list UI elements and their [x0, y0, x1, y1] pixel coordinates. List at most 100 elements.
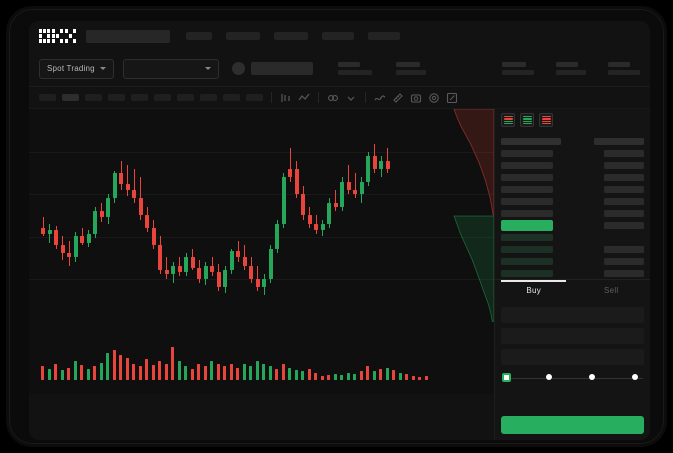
nav-item-5[interactable]: [368, 32, 401, 40]
orderbook-bid-row[interactable]: [501, 231, 644, 243]
timeframe-5[interactable]: [131, 94, 148, 101]
volume-bar: [359, 371, 363, 380]
nav-item-2[interactable]: [226, 32, 261, 40]
ticker-stat-4: [556, 62, 586, 75]
orderbook-both-icon[interactable]: [501, 113, 515, 127]
search-input[interactable]: [86, 29, 171, 43]
volume-bar: [158, 361, 161, 380]
nav-item-4[interactable]: [322, 32, 355, 40]
volume-bar: [398, 372, 402, 380]
volume-bar: [184, 366, 187, 380]
app-screen: Spot Trading: [29, 21, 650, 440]
trendline-icon[interactable]: [374, 92, 386, 104]
orderbook-asks-icon[interactable]: [539, 113, 553, 127]
orderbook-bids-icon[interactable]: [520, 113, 534, 127]
orderbook-ask-row[interactable]: [501, 207, 644, 219]
ticker-stat-5: [608, 62, 640, 75]
volume-bar: [255, 361, 259, 380]
order-amount-field[interactable]: [501, 328, 644, 344]
orderbook[interactable]: [495, 131, 650, 279]
volume-bar: [346, 372, 350, 380]
order-price-field[interactable]: [501, 307, 644, 323]
line-type-icon[interactable]: [298, 92, 310, 104]
orderbook-bid-row[interactable]: [501, 267, 644, 279]
market-type-selector[interactable]: Spot Trading: [39, 58, 114, 79]
timeframe-2[interactable]: [62, 94, 79, 101]
slider-handle[interactable]: [502, 373, 511, 382]
slider-stop-75[interactable]: [631, 374, 638, 380]
volume-bar: [106, 352, 109, 380]
volume-bar: [145, 358, 148, 380]
orderbook-ask-row[interactable]: [501, 195, 644, 207]
orderbook-bid-row[interactable]: [501, 243, 644, 255]
orderbook-ask-row[interactable]: [501, 183, 644, 195]
volume-bar: [333, 373, 337, 380]
chevron-down-icon: [204, 67, 211, 70]
order-form: [495, 301, 650, 440]
nav-item-1[interactable]: [186, 32, 213, 40]
amount-percent-slider[interactable]: [502, 372, 643, 384]
indicators-icon[interactable]: [327, 92, 339, 104]
timeframe-8[interactable]: [200, 94, 217, 101]
orderbook-ask-row[interactable]: [501, 171, 644, 183]
chevron-down-icon: [99, 67, 106, 70]
pair-selector[interactable]: [122, 58, 219, 79]
camera-icon[interactable]: [410, 92, 422, 104]
volume-bar: [73, 361, 77, 380]
orderbook-last-price-row[interactable]: [501, 219, 644, 231]
order-total-field[interactable]: [501, 349, 644, 365]
volume-bar: [320, 376, 324, 380]
toolbar-divider: [318, 92, 319, 103]
volume-bar: [418, 376, 421, 380]
volume-bar: [242, 363, 246, 380]
volume-bar: [301, 371, 304, 380]
volume-bar: [262, 363, 265, 380]
tab-buy[interactable]: Buy: [495, 280, 573, 301]
volume-bar: [203, 366, 207, 380]
volume-bar: [249, 366, 252, 380]
tab-sell[interactable]: Sell: [603, 286, 619, 295]
nav-item-3[interactable]: [274, 32, 309, 40]
volume-bar: [327, 375, 330, 380]
app-header: [29, 21, 650, 51]
okx-logo[interactable]: [39, 29, 77, 43]
timeframe-6[interactable]: [154, 94, 171, 101]
volume-bar: [411, 376, 415, 380]
timeframe-10[interactable]: [246, 94, 263, 101]
candlestick-type-icon[interactable]: [280, 92, 292, 104]
volume-bar: [353, 373, 356, 380]
volume-bar: [307, 368, 311, 380]
timeframe-3[interactable]: [85, 94, 102, 101]
chevron-down-icon[interactable]: [345, 92, 357, 104]
volume-bar: [164, 363, 168, 380]
slider-stop-50[interactable]: [589, 374, 596, 380]
place-buy-order-button[interactable]: [501, 416, 644, 434]
timeframe-4[interactable]: [108, 94, 125, 101]
volume-bar: [93, 366, 96, 380]
volume-bar: [372, 371, 376, 380]
ruler-icon[interactable]: [392, 92, 404, 104]
volume-histogram[interactable]: [29, 322, 494, 394]
volume-bar: [151, 365, 155, 380]
orderbook-bid-row[interactable]: [501, 255, 644, 267]
orderbook-layout-toolbar: [495, 109, 650, 131]
volume-bar: [223, 366, 226, 380]
orderbook-ask-row[interactable]: [501, 147, 644, 159]
tablet-device-frame: Spot Trading: [6, 6, 667, 447]
volume-bar: [268, 366, 272, 380]
volume-bar: [47, 368, 51, 380]
volume-bar: [138, 366, 142, 380]
fullscreen-icon[interactable]: [446, 92, 458, 104]
timeframe-7[interactable]: [177, 94, 194, 101]
price-candlestick-chart[interactable]: [29, 109, 494, 322]
volume-bar: [216, 363, 220, 380]
volume-bar: [236, 367, 239, 380]
orderbook-ask-row[interactable]: [501, 159, 644, 171]
slider-stop-25[interactable]: [545, 374, 552, 380]
timeframe-1[interactable]: [39, 94, 56, 101]
settings-gear-icon[interactable]: [428, 92, 440, 104]
order-form-tabs: Buy Sell: [495, 279, 650, 301]
trading-right-panel: Buy Sell: [494, 109, 650, 440]
timeframe-9[interactable]: [223, 94, 240, 101]
